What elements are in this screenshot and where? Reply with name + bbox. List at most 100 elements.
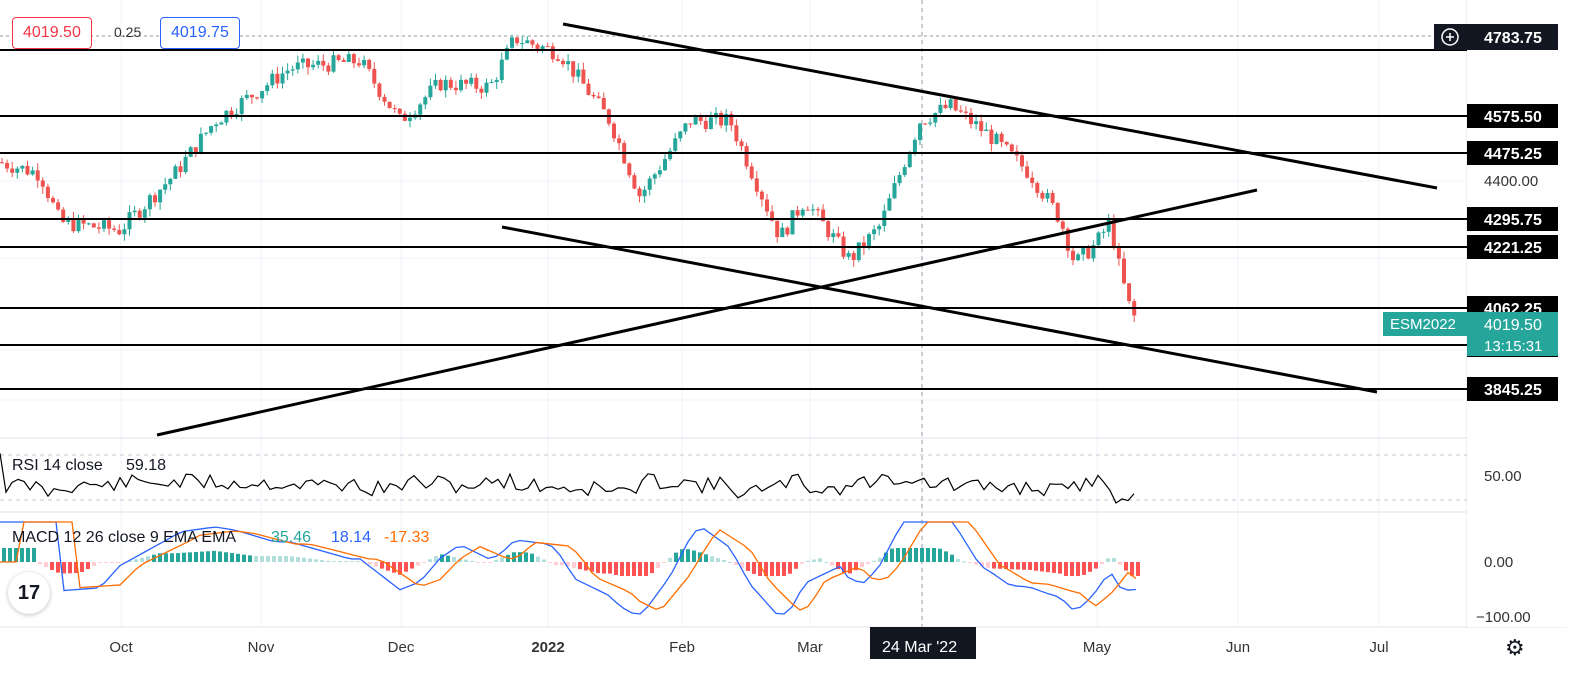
macd-histogram-bar (26, 548, 30, 562)
macd-histogram-bar (320, 560, 324, 562)
macd-histogram-bar (602, 562, 606, 574)
candle-body (515, 37, 520, 44)
macd-histogram-bar (44, 562, 48, 568)
macd-histogram-bar (722, 560, 726, 562)
candle-body (642, 189, 647, 197)
macd-histogram-bar (278, 556, 282, 562)
macd-histogram-bar (824, 561, 828, 563)
candle-body (239, 98, 244, 114)
candle-body (367, 59, 372, 69)
time-axis-label: Jul (1369, 639, 1388, 656)
macd-histogram-bar (188, 552, 192, 562)
candle-body (545, 46, 550, 48)
candle-body (336, 55, 341, 60)
macd-histogram-bar (134, 559, 138, 562)
candle-body (561, 60, 565, 65)
macd-histogram-bar (164, 553, 168, 562)
macd-histogram-bar (440, 554, 444, 562)
macd-histogram-bar (1094, 562, 1098, 569)
candle-body (912, 139, 917, 153)
candle-body (142, 209, 147, 218)
macd-value: 35.46 (271, 529, 311, 546)
macd-histogram-bar (224, 552, 228, 562)
level-tag-label: 4221.25 (1484, 240, 1542, 257)
macd-histogram-bar (1004, 562, 1008, 570)
candle-body (96, 227, 101, 229)
macd-histogram-bar (812, 559, 816, 562)
macd-histogram-bar (170, 553, 174, 562)
macd-histogram-bar (674, 552, 678, 562)
macd-histogram-bar (1022, 562, 1026, 570)
macd-histogram-bar (854, 562, 858, 571)
candle-body (15, 168, 20, 173)
macd-histogram-bar (560, 562, 564, 566)
candle-body (948, 99, 953, 109)
trend-line (501, 225, 1378, 394)
tradingview-logo[interactable]: 17 (8, 572, 50, 614)
top-level-label: 4783.75 (1484, 30, 1542, 47)
candle-body (540, 46, 545, 49)
trend-line (156, 188, 1258, 437)
spread-value: 0.25 (114, 24, 142, 40)
bid-price-button[interactable]: 4019.50 (12, 17, 92, 49)
macd-histogram-bar (110, 562, 114, 564)
candle-body (290, 69, 295, 71)
candle-body (285, 70, 290, 74)
macd-histogram-bar (536, 556, 540, 562)
macd-histogram-bar (1112, 558, 1116, 562)
macd-histogram-bar (728, 562, 732, 563)
candle-body (25, 165, 30, 175)
level-tag-bg (1467, 104, 1558, 128)
candle-body (214, 124, 219, 127)
macd-histogram-bar (314, 559, 318, 562)
candle-body (1045, 193, 1050, 199)
macd-histogram-bar (608, 562, 612, 574)
candle-body (255, 97, 259, 99)
macd-histogram-bar (380, 562, 384, 569)
candle-body (902, 167, 907, 176)
candle-body (71, 218, 76, 232)
candle-body (1106, 219, 1111, 232)
add-alert-icon[interactable] (1441, 28, 1459, 46)
macd-histogram-bar (956, 558, 960, 562)
macd-histogram-bar (1064, 562, 1068, 576)
candle-body (132, 210, 137, 213)
top-price-badge-bg (1434, 24, 1558, 50)
hist-value: -17.33 (384, 529, 429, 546)
candle-body (1030, 177, 1035, 183)
candle-body (122, 229, 127, 235)
macd-histogram-bar (908, 548, 912, 562)
macd-histogram-bar (98, 562, 102, 564)
candle-body (800, 209, 805, 216)
macd-histogram-bar (128, 560, 132, 562)
macd-histogram-bar (1040, 562, 1044, 572)
macd-histogram-bar (920, 548, 924, 562)
macd-histogram-bar (962, 561, 966, 563)
candle-body (887, 198, 892, 211)
candle-body (86, 223, 91, 225)
candle-body (617, 138, 622, 144)
candle-body (989, 129, 994, 145)
candle-body (1025, 166, 1030, 178)
macd-histogram-bar (1076, 562, 1080, 576)
candle-body (448, 79, 453, 88)
candle-body (826, 221, 831, 238)
macd-histogram-bar (32, 548, 36, 562)
macd-histogram-bar (176, 553, 180, 562)
candle-body (780, 227, 785, 238)
macd-histogram-bar (122, 562, 126, 563)
macd-histogram-bar (542, 559, 546, 562)
candle-body (953, 99, 958, 111)
candle-body (1086, 248, 1091, 259)
candle-body (729, 113, 734, 126)
candle-body (1091, 245, 1096, 259)
candle-body (66, 218, 71, 222)
macd-histogram-bar (680, 549, 684, 562)
macd-label: MACD 12 26 close 9 EMA EMA (12, 529, 236, 546)
settings-gear-icon[interactable]: ⚙ (1505, 635, 1525, 660)
candle-body (300, 58, 305, 63)
candle-body (647, 178, 652, 190)
ask-price-button[interactable]: 4019.75 (160, 17, 240, 49)
macd-histogram-bar (92, 562, 96, 567)
